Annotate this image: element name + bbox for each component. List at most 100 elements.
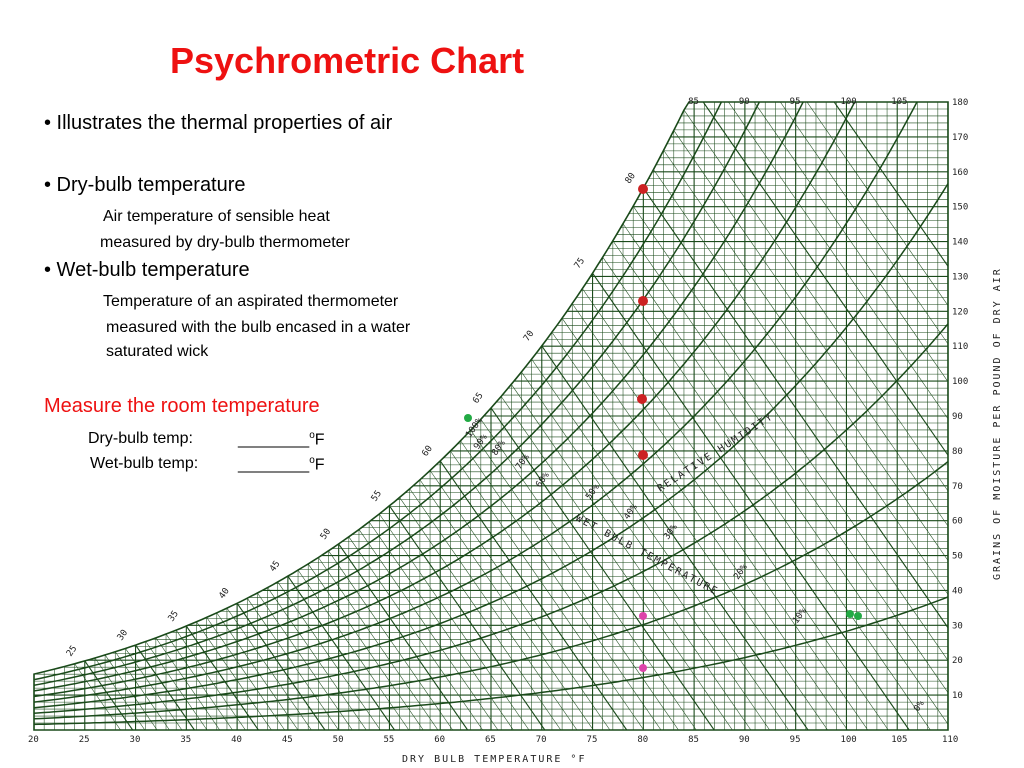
chart-outline <box>33 101 949 731</box>
wet-bulb-line <box>622 223 948 730</box>
x-tick-label: 90 <box>739 735 750 745</box>
rh-curve-label: 60% <box>534 470 552 490</box>
wet-bulb-line <box>724 102 948 638</box>
wet-bulb-line <box>521 371 770 730</box>
wet-bulb-line <box>379 513 530 730</box>
wet-bulb-line <box>602 257 931 730</box>
rh-curve-label: 30% <box>662 522 680 542</box>
y-tick-label: 70 <box>952 482 963 492</box>
rh-curve-label: 70% <box>514 452 532 472</box>
wet-bulb-line <box>368 521 514 730</box>
rh-curve <box>34 102 948 687</box>
x-tick-label: 95 <box>790 735 801 745</box>
rh-curve <box>34 102 948 692</box>
red-marker <box>638 296 648 306</box>
x-tick-label: 85 <box>688 735 699 745</box>
rh-curve <box>34 102 948 703</box>
x-tick-label: 100 <box>840 735 856 745</box>
x-tick-label: 75 <box>587 735 598 745</box>
saturation-temp-label: 70 <box>522 329 536 344</box>
wet-bulb-temp-field[interactable]: ________oF <box>238 455 325 474</box>
wet-bulb-line <box>642 187 948 730</box>
red-marker <box>638 184 648 194</box>
y-tick-label: 160 <box>952 168 968 178</box>
dry-bulb-temp-label: Dry-bulb temp: <box>88 430 193 447</box>
x-tick-label: 50 <box>333 735 344 745</box>
wet-bulb-line <box>734 102 948 599</box>
x-tick-label: 35 <box>180 735 191 745</box>
x-tick-label: 105 <box>891 735 907 745</box>
wet-bulb-line <box>277 581 381 730</box>
y-tick-label: 20 <box>952 656 963 666</box>
x-tick-label: 110 <box>942 735 958 745</box>
x-tick-label: 65 <box>485 735 496 745</box>
rh-curve-label: 0% <box>912 699 927 714</box>
saturation-temp-label: 35 <box>167 609 181 624</box>
x-tick-label: 30 <box>130 735 141 745</box>
wet-bulb-line <box>714 102 948 675</box>
wet-bulb-line <box>632 206 948 730</box>
rh-curve <box>34 461 948 720</box>
bullet-wet-bulb: • Wet-bulb temperature <box>44 259 250 281</box>
wet-bulb-line <box>226 607 312 730</box>
green-marker <box>846 610 854 618</box>
y-tick-label: 50 <box>952 552 963 562</box>
y-tick-label: 110 <box>952 342 968 352</box>
wet-bulb-line <box>94 657 146 730</box>
saturation-temp-label: 80 <box>624 171 638 186</box>
wet-bulb-line <box>216 612 299 730</box>
y-tick-label: 30 <box>952 621 963 631</box>
y-tick-label: 80 <box>952 447 963 457</box>
wet-bulb-line <box>511 384 752 730</box>
y-axis-label: GRAINS OF MOISTURE PER POUND OF DRY AIR <box>992 267 1003 580</box>
wet-bulb-line <box>663 150 948 730</box>
pink-marker <box>639 664 647 672</box>
bullet-dry-bulb: • Dry-bulb temperature <box>44 174 246 196</box>
bullet-thermal-properties: • Illustrates the thermal properties of … <box>44 112 393 134</box>
wet-bulb-line <box>470 430 679 730</box>
x-tick-label: 55 <box>383 735 394 745</box>
wet-bulb-line <box>206 617 285 730</box>
fahrenheit-unit: F <box>314 456 325 474</box>
top-tick-label: 95 <box>790 97 801 107</box>
wet-bulb-line <box>267 587 367 730</box>
wet-bulb-line <box>287 575 395 730</box>
wet-bulb-line <box>74 663 121 730</box>
wet-bulb-line <box>531 358 789 730</box>
dry-bulb-blank: ________ <box>238 431 310 449</box>
x-tick-label: 25 <box>79 735 90 745</box>
wet-bulb-line <box>561 318 848 730</box>
saturation-temp-label: 40 <box>217 586 231 601</box>
wet-bulb-line <box>348 536 483 730</box>
wet-bulb-line <box>592 272 910 730</box>
y-tick-label: 60 <box>952 517 963 527</box>
wet-bulb-line <box>460 440 662 730</box>
top-tick-label: 100 <box>840 97 856 107</box>
wet-bulb-line <box>450 450 644 730</box>
y-tick-label: 120 <box>952 307 968 317</box>
wet-bulb-line <box>399 497 562 730</box>
wet-bulb-line <box>480 419 697 730</box>
wet-bulb-line <box>318 557 439 730</box>
saturation-temp-label: 30 <box>116 628 130 643</box>
wet-bulb-line <box>419 479 594 730</box>
dry-bulb-desc-line1: Air temperature of sensible heat <box>103 208 330 225</box>
wet-bulb-line <box>693 102 948 730</box>
rh-curve <box>34 596 948 726</box>
saturation-temp-label: 45 <box>268 559 282 574</box>
rh-curve <box>34 183 948 709</box>
measure-heading: Measure the room temperature <box>44 395 320 417</box>
dry-bulb-temp-field[interactable]: ________oF <box>238 430 325 449</box>
pink-marker <box>639 612 647 620</box>
x-tick-label: 70 <box>536 735 547 745</box>
wet-bulb-desc-line3: saturated wick <box>106 343 209 360</box>
x-axis-label: DRY BULB TEMPERATURE °F <box>402 754 586 765</box>
wet-bulb-temp-label: Wet-bulb temp: <box>90 455 199 472</box>
wet-bulb-line <box>582 288 889 730</box>
y-tick-label: 10 <box>952 691 963 701</box>
red-marker <box>638 450 648 460</box>
chart-grid <box>34 102 948 730</box>
top-tick-label: 90 <box>739 97 750 107</box>
wet-bulb-line <box>551 332 828 730</box>
